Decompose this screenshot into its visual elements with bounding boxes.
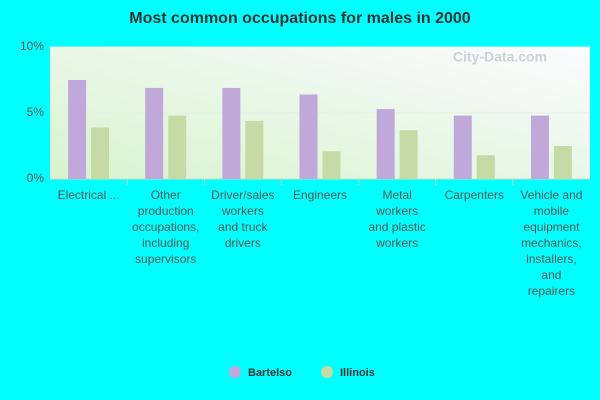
x-tick-label: Other [151,188,181,202]
bar [245,120,264,179]
x-tick-label: Electrical ... [58,188,120,202]
bar [145,87,164,179]
x-tick-label: drivers [225,236,261,250]
x-tick-label: Metal [382,188,411,202]
bar [376,109,395,179]
x-tick-label: equipment [523,220,580,234]
bar [553,146,572,179]
x-tick-label: and [541,268,561,282]
x-tick-label: workers [221,204,264,218]
legend-label: Bartelso [248,367,292,379]
x-tick-label: occupations, [132,220,199,234]
x-tick-label: mechanics, [521,236,582,250]
x-tick-label: Carpenters [445,188,504,202]
x-tick-label: installers, [526,252,577,266]
y-tick-label: 0% [27,171,45,185]
x-tick-label: supervisors [135,252,196,266]
x-tick-label: Vehicle and [520,188,582,202]
bar [453,115,472,179]
x-tick-label: production [138,204,194,218]
bar [91,127,110,179]
bar [168,115,187,179]
x-tick-label: Engineers [293,188,347,202]
y-tick-label: 10% [20,39,44,53]
x-tick-label: and plastic [368,220,425,234]
bar [476,155,495,179]
x-tick-label: and truck [218,220,268,234]
x-tick-label: repairers [528,284,575,298]
y-tick-label: 5% [27,105,45,119]
bar [530,115,549,179]
bar [322,151,341,179]
chart-title: Most common occupations for males in 200… [129,10,471,27]
bar [299,94,318,179]
x-tick-label: mobile [534,204,570,218]
legend-label: Illinois [340,367,375,379]
bar [222,87,241,179]
bar [399,130,418,179]
x-tick-label: workers [375,236,418,250]
watermark: City-Data.com [453,49,547,65]
legend-swatch [321,366,333,378]
bar [68,80,87,179]
x-tick-label: including [142,236,189,250]
x-tick-label: workers [375,204,418,218]
legend-swatch [229,366,241,378]
x-tick-label: Driver/sales [211,188,274,202]
